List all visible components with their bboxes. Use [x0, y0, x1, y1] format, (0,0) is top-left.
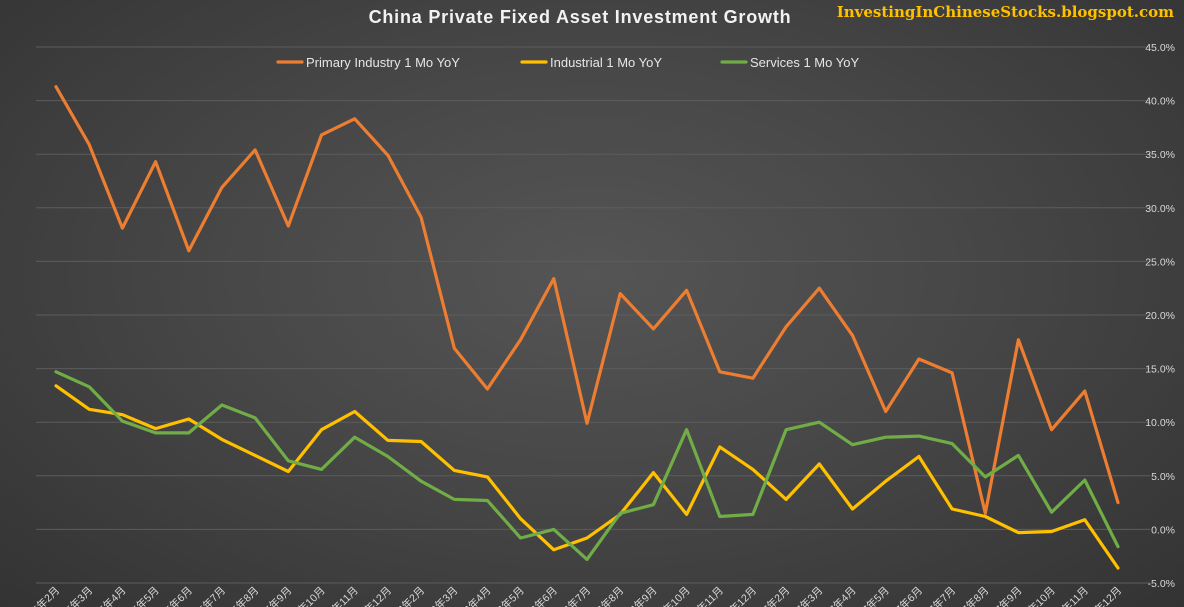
y-tick-label: -5.0% [1148, 578, 1175, 590]
y-tick-label: 30.0% [1145, 203, 1175, 215]
legend-label: Primary Industry 1 Mo YoY [306, 55, 460, 70]
legend-label: Industrial 1 Mo YoY [550, 55, 662, 70]
y-tick-label: 45.0% [1145, 42, 1175, 54]
y-tick-label: 15.0% [1145, 364, 1175, 376]
series-line-3 [54, 370, 1120, 562]
chart-title: China Private Fixed Asset Investment Gro… [368, 7, 792, 27]
series-line-1 [54, 85, 1120, 515]
y-tick-label: 40.0% [1145, 96, 1175, 108]
legend-label: Services 1 Mo YoY [750, 55, 859, 70]
blog-watermark: InvestingInChineseStocks.blogspot.com [836, 3, 1174, 21]
series-line-2 [54, 384, 1120, 570]
y-tick-label: 0.0% [1151, 524, 1175, 536]
y-tick-label: 10.0% [1145, 417, 1175, 429]
y-tick-label: 20.0% [1145, 310, 1175, 322]
y-tick-label: 35.0% [1145, 149, 1175, 161]
y-tick-label: 5.0% [1151, 471, 1175, 483]
y-tick-label: 25.0% [1145, 256, 1175, 268]
x-tick-label: 2015年2月 [17, 584, 62, 607]
